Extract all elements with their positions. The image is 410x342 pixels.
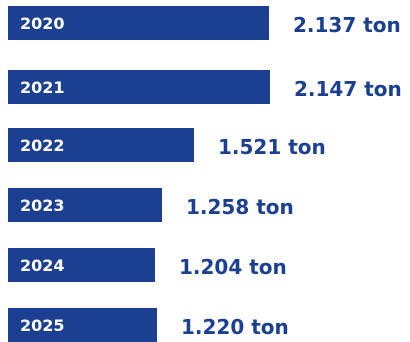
value-label-2021: 2.147 ton (294, 77, 402, 101)
category-label-2021: 2021 (20, 78, 65, 97)
category-label-2020: 2020 (20, 14, 65, 33)
bar-2022 (8, 128, 194, 162)
value-label-2024: 1.204 ton (179, 255, 287, 279)
bar-2024 (8, 248, 155, 282)
category-label-2024: 2024 (20, 256, 65, 275)
category-label-2025: 2025 (20, 316, 65, 335)
category-label-2022: 2022 (20, 136, 65, 155)
value-label-2020: 2.137 ton (293, 13, 401, 37)
bar-2021 (8, 70, 270, 104)
bar-2025 (8, 308, 157, 342)
value-label-2022: 1.521 ton (218, 135, 326, 159)
bar-2023 (8, 188, 162, 222)
bar-2020 (8, 6, 269, 40)
value-label-2023: 1.258 ton (186, 195, 294, 219)
category-label-2023: 2023 (20, 196, 65, 215)
value-label-2025: 1.220 ton (181, 315, 289, 339)
